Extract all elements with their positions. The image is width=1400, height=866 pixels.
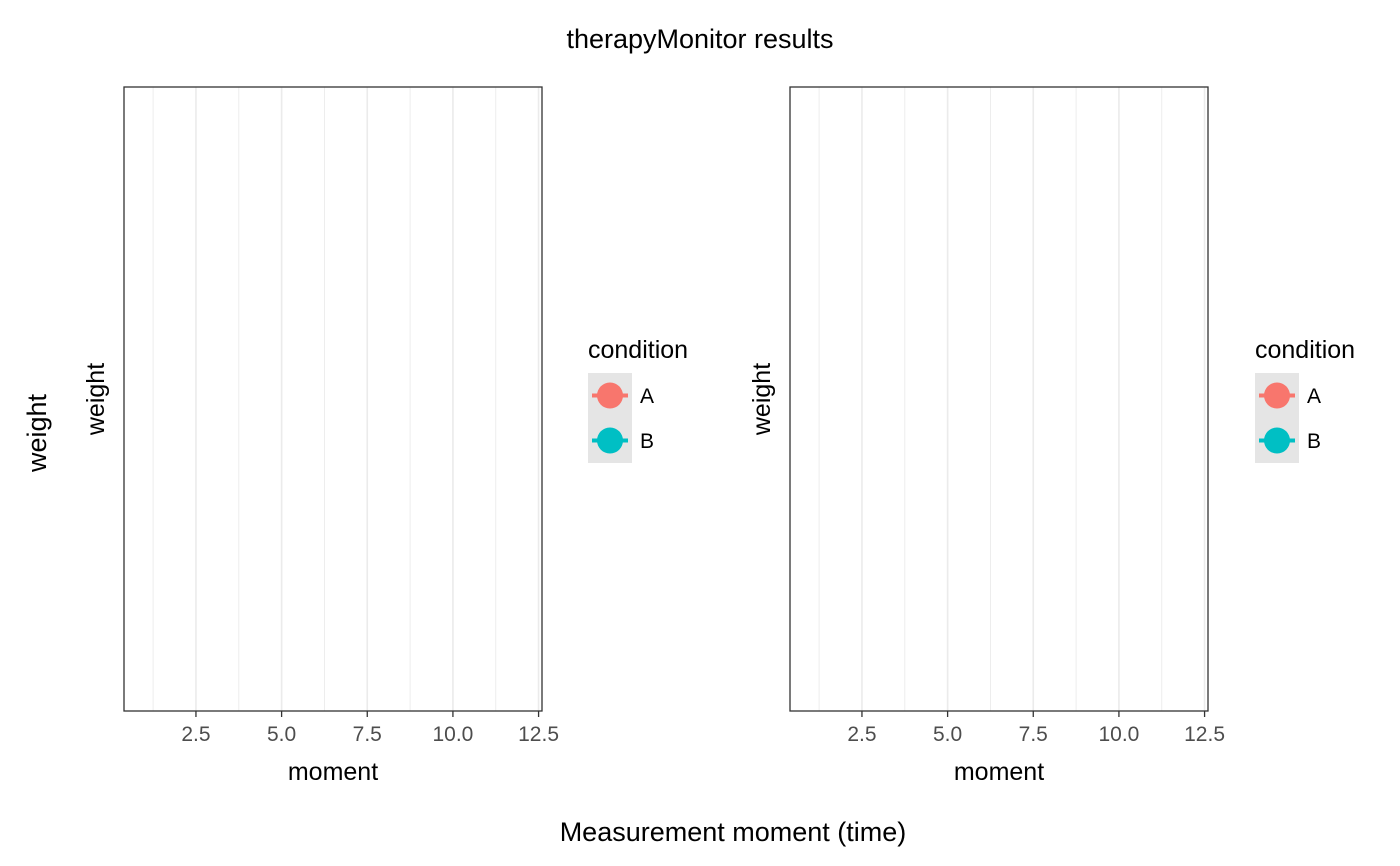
panel-y-label: weight [748,363,776,436]
x-tick-label: 12.5 [1184,723,1225,746]
figure-title: therapyMonitor results [566,24,833,54]
panel-left: 2.5 5.0 7.5 10.0 12.5 moment weight condition AB [82,86,688,786]
legend-entry-label: B [1307,430,1321,453]
x-tick-label: 2.5 [847,723,876,746]
panel-x-label: moment [954,758,1044,786]
x-tick-label: 10.0 [432,723,473,746]
panel-x-label: moment [288,758,378,786]
legend-entry-label: B [640,430,654,453]
x-tick-label: 12.5 [518,723,559,746]
plot-border [789,86,1209,712]
plot-area [124,87,542,711]
x-tick-label: 5.0 [933,723,962,746]
x-tick-label: 7.5 [353,723,382,746]
plot-area [790,87,1208,711]
figure-x-label: Measurement moment (time) [560,817,907,847]
legend-title: condition [1255,336,1355,364]
legend-entry-label: A [640,385,654,408]
plot-border [123,86,543,712]
x-tick-label: 7.5 [1019,723,1048,746]
figure-y-label: weight [22,393,52,473]
panel-y-label: weight [82,363,110,436]
legend-entry-label: A [1307,385,1321,408]
legend-key-point [1264,382,1290,409]
x-tick-label: 5.0 [267,723,296,746]
legend-title: condition [588,336,688,364]
x-tick-label: 10.0 [1098,723,1139,746]
legend-key-point [1264,427,1290,454]
panel-right: 2.5 5.0 7.5 10.0 12.5 moment weight condition AB [748,86,1355,786]
x-tick-label: 2.5 [181,723,210,746]
legend-key-point [597,382,623,409]
legend-key-point [597,427,623,454]
